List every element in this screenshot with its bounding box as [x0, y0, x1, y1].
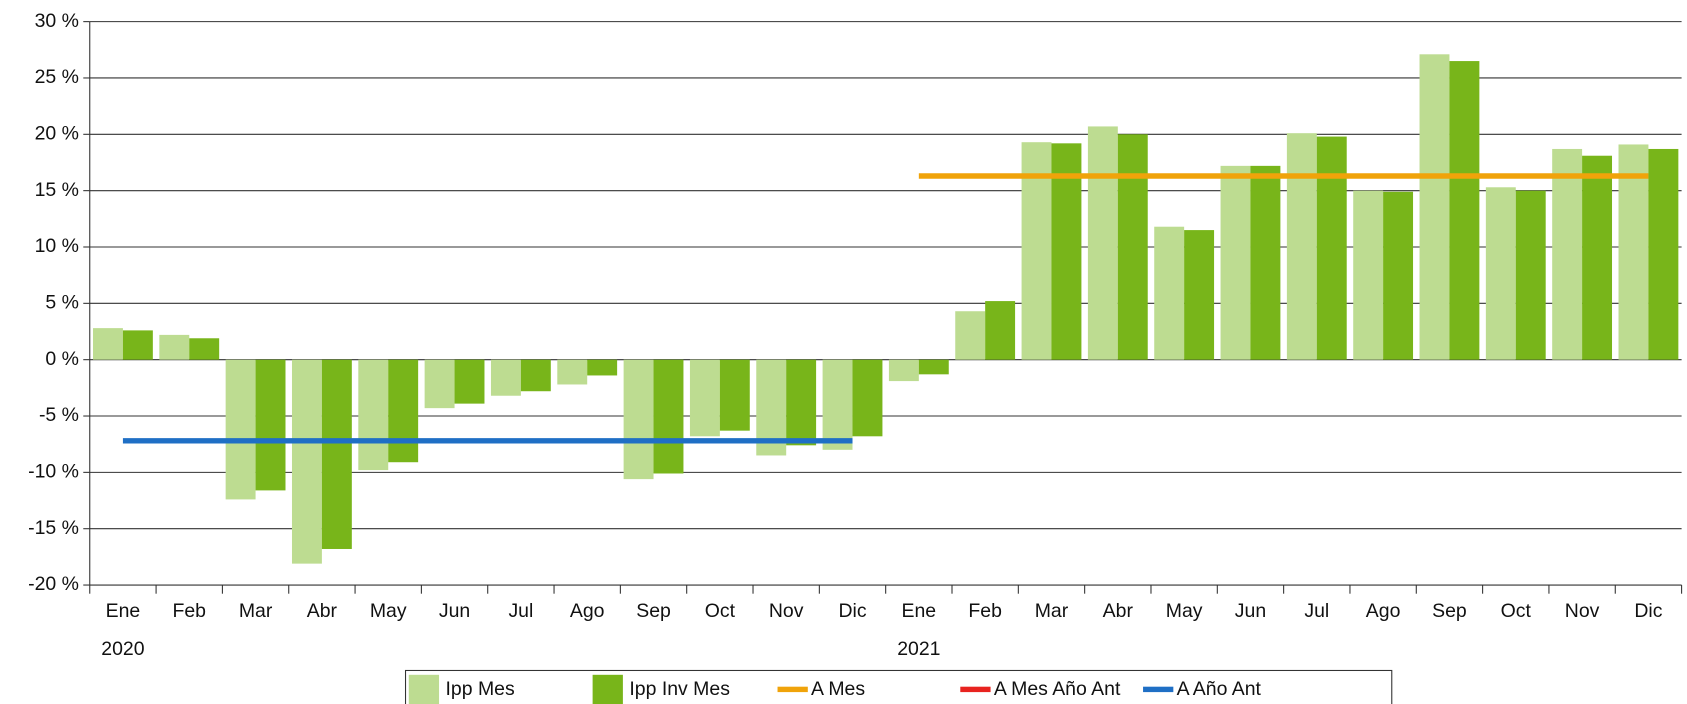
x-tick-label: Jul: [508, 600, 533, 622]
bar: [490, 359, 521, 396]
bar: [653, 359, 684, 474]
bar: [557, 359, 588, 385]
x-tick-label: Ene: [106, 600, 141, 622]
x-tick-label: Nov: [769, 600, 804, 622]
bar: [159, 334, 190, 360]
y-tick-label: 10 %: [35, 235, 79, 257]
legend-label: A Mes Año Ant: [994, 678, 1121, 700]
x-tick-label: Feb: [968, 600, 1002, 622]
bar: [1419, 54, 1450, 360]
bar: [291, 359, 322, 564]
bar: [955, 311, 986, 360]
bar: [888, 359, 919, 382]
bar: [1286, 133, 1317, 360]
x-tick-label: Mar: [1035, 600, 1069, 622]
bar: [454, 359, 485, 404]
bar: [918, 359, 949, 375]
bar: [852, 359, 883, 437]
bar: [1220, 165, 1251, 360]
x-tick-label: Nov: [1565, 600, 1600, 622]
bar: [719, 359, 750, 431]
x-tick-label: Jun: [1235, 600, 1266, 622]
bar: [786, 359, 817, 446]
legend-label: Ipp Mes: [446, 678, 515, 700]
bar: [1485, 187, 1516, 360]
bar: [122, 330, 153, 360]
y-tick-label: 30 %: [35, 10, 79, 32]
bar: [93, 328, 123, 360]
legend-swatch: [1143, 686, 1174, 693]
bar: [189, 338, 220, 360]
bar: [1316, 136, 1347, 360]
bar: [1184, 230, 1215, 360]
x-tick-label: Ene: [902, 600, 937, 622]
y-tick-label: -10 %: [28, 461, 79, 483]
x-tick-label: Sep: [636, 600, 671, 622]
y-tick-label: 20 %: [35, 122, 79, 144]
bar: [424, 359, 455, 409]
bar: [321, 359, 352, 549]
y-tick-label: -15 %: [28, 517, 79, 539]
x-tick-label: Ago: [570, 600, 605, 622]
x-tick-label: Sep: [1432, 600, 1467, 622]
legend-label: A Año Ant: [1177, 678, 1262, 700]
legend-swatch: [960, 686, 991, 693]
x-tick-label: Jul: [1304, 600, 1329, 622]
x-tick-label: Dic: [838, 600, 866, 622]
bar: [1648, 148, 1679, 360]
bar: [1353, 190, 1384, 360]
bar: [1582, 155, 1613, 360]
x-tick-label: Ago: [1366, 600, 1401, 622]
y-tick-label: 0 %: [45, 348, 79, 370]
bar: [225, 359, 256, 500]
x-tick-label: Mar: [239, 600, 273, 622]
x-tick-label: Oct: [705, 600, 736, 622]
bar: [388, 359, 419, 463]
bar: [689, 359, 720, 437]
bar: [1552, 148, 1583, 360]
bar: [1051, 143, 1082, 360]
year-label: 2021: [897, 638, 940, 660]
legend-swatch: [777, 686, 808, 693]
bar: [1250, 165, 1281, 360]
bar: [623, 359, 654, 480]
bar: [1515, 190, 1546, 360]
bar: [822, 359, 853, 450]
year-label: 2020: [101, 638, 144, 660]
bar: [1618, 144, 1649, 360]
x-tick-label: Dic: [1634, 600, 1662, 622]
y-tick-label: 5 %: [45, 291, 79, 313]
bar: [520, 359, 551, 392]
bar: [1154, 226, 1185, 360]
legend-label: Ipp Inv Mes: [629, 678, 730, 700]
bar: [358, 359, 389, 471]
x-tick-label: Jun: [439, 600, 470, 622]
legend-swatch: [408, 674, 440, 704]
bar: [1117, 134, 1148, 360]
x-tick-label: Oct: [1501, 600, 1532, 622]
bar: [587, 359, 618, 376]
legend-label: A Mes: [811, 678, 865, 700]
y-tick-label: 25 %: [35, 66, 79, 88]
x-tick-label: May: [370, 600, 407, 622]
x-tick-label: Feb: [172, 600, 206, 622]
x-tick-label: May: [1166, 600, 1203, 622]
x-tick-label: Abr: [1103, 600, 1134, 622]
bar: [1087, 126, 1118, 360]
bar: [985, 301, 1016, 360]
x-tick-label: Abr: [307, 600, 338, 622]
y-tick-label: 15 %: [35, 179, 79, 201]
bar: [1383, 191, 1414, 360]
bar: [1449, 61, 1480, 360]
y-tick-label: -20 %: [28, 573, 79, 595]
legend-box: [404, 669, 1393, 704]
legend-swatch: [592, 674, 623, 704]
bar: [255, 359, 286, 491]
y-tick-label: -5 %: [39, 404, 79, 426]
